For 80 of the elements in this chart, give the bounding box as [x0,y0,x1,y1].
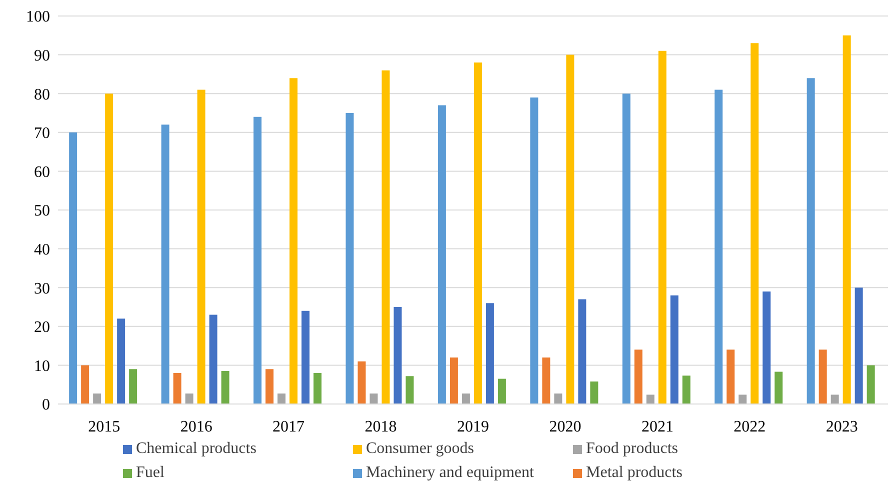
bar [129,369,138,404]
bar [486,303,494,404]
bar [221,371,230,404]
bar [370,394,378,404]
bar [161,124,170,404]
y-tick-label: 90 [34,47,50,64]
bar [842,35,851,404]
bar [81,365,90,404]
bar [578,299,586,404]
bar [714,90,723,404]
y-tick-label: 10 [34,358,50,375]
bar [474,62,482,404]
y-tick-label: 30 [34,280,50,298]
bar [854,288,863,404]
x-tick-label: 2015 [88,418,120,436]
x-tick-label: 2022 [734,418,766,436]
bar [93,394,102,404]
x-tick-label: 2019 [457,418,489,436]
bar [450,357,458,404]
bar [358,361,366,404]
legend-label: Chemical products [136,440,256,458]
bar [762,291,771,404]
x-tick-label: 2018 [364,418,397,436]
bar [818,350,827,404]
bar [69,132,78,404]
legend-label: Food products [586,440,678,458]
y-tick-label: 40 [34,241,50,258]
bar [590,381,598,404]
legend-label: Metal products [586,464,682,482]
x-tick-label: 2020 [549,418,582,436]
bar [634,350,642,404]
x-tick-label: 2023 [826,418,858,436]
bar [774,372,783,404]
bar [278,394,286,404]
x-tick-label: 2017 [272,418,305,436]
bar [738,394,747,404]
x-tick-label: 2016 [180,418,212,436]
bar [658,50,666,404]
bar [806,78,815,404]
bar [314,372,322,404]
bar [530,97,538,404]
bar [302,310,310,404]
legend-label: Consumer goods [366,440,474,458]
y-tick-label: 20 [34,319,50,336]
bar [830,394,839,404]
bar [866,365,875,404]
bar [346,113,354,404]
legend-label: Fuel [136,464,164,482]
bar [438,105,446,404]
bar [105,94,114,404]
y-tick-label: 60 [34,164,50,181]
bar [622,94,630,404]
bar [173,372,182,404]
bar [406,376,414,404]
bar [394,307,402,404]
bar [646,394,654,404]
bar [682,376,690,404]
bar [498,378,506,404]
bar [554,394,562,404]
bar [290,78,298,404]
y-tick-label: 50 [34,202,50,220]
bar [185,394,194,404]
bar [750,43,759,404]
bar [726,350,735,404]
y-tick-label: 100 [26,8,50,26]
y-tick-label: 0 [42,396,50,414]
bar [566,54,574,404]
x-tick-label: 2021 [641,418,674,436]
y-tick-label: 70 [34,125,50,142]
bar [266,369,274,404]
bar [542,357,550,404]
bar [209,314,218,404]
bar [670,295,678,404]
bar [462,394,470,404]
legend-label: Machinery and equipment [366,464,534,482]
bar [197,90,206,404]
bar [117,318,126,404]
bar [254,116,262,404]
bar [382,70,390,404]
y-tick-label: 80 [34,86,50,104]
